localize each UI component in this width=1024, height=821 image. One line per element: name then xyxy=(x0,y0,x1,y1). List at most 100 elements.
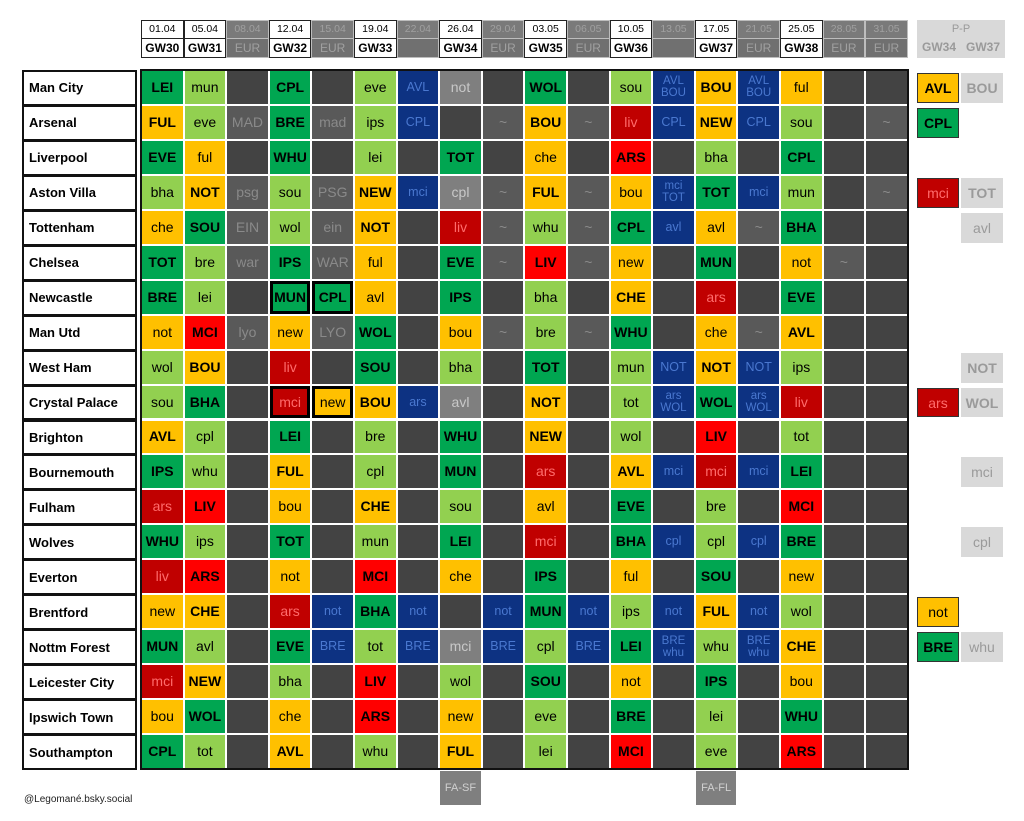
below-label: FA-FL xyxy=(695,771,737,805)
fixture-cell xyxy=(823,350,865,384)
fixture-cell xyxy=(568,71,609,104)
fixture-cell xyxy=(397,560,439,594)
fixture-cell: new xyxy=(142,595,183,629)
fixture-cell: sou xyxy=(440,490,481,524)
fixture-cell: lei xyxy=(355,140,396,174)
fixture-cell: NOT xyxy=(738,350,779,384)
fixture-cell: NOT xyxy=(695,350,737,384)
fixture-cell xyxy=(482,525,524,559)
fixture-cell xyxy=(653,490,694,524)
fixture-cell: ars xyxy=(397,385,439,419)
fixture-cell xyxy=(397,735,439,768)
fixture-cell: LEI xyxy=(440,525,481,559)
fixture-cell: WOL xyxy=(184,700,226,734)
column-header: 03.05 GW35 xyxy=(524,20,567,58)
fixture-cell xyxy=(653,735,694,768)
fixture-cell: BHA xyxy=(781,210,822,244)
fixture-cell: ein xyxy=(312,210,353,244)
fixture-cell: AVL xyxy=(781,315,822,349)
fixture-cell: ~ xyxy=(482,175,524,209)
fixture-cell: BHA xyxy=(184,385,226,419)
fixture-cell: lei xyxy=(525,735,566,768)
header-date: 22.04 xyxy=(397,21,439,38)
fixture-cell xyxy=(227,455,268,489)
fixture-cell: CHE xyxy=(610,280,652,314)
fixture-cell: CHE xyxy=(184,595,226,629)
fixture-cell: mci xyxy=(738,455,779,489)
fixture-cell: eve xyxy=(695,735,737,768)
header-date: 01.04 xyxy=(149,23,176,35)
column-header: 21.05 EUR xyxy=(737,20,780,58)
fixture-cell xyxy=(482,560,524,594)
fixture-cell: TOT xyxy=(695,175,737,209)
fixture-cell: ~ xyxy=(568,315,609,349)
fixture-cell: tot xyxy=(355,630,396,664)
fixture-cell: FUL xyxy=(440,735,481,768)
fixture-cell xyxy=(653,140,694,174)
fixture-cell xyxy=(866,420,907,454)
fixture-cell xyxy=(568,350,609,384)
fixture-cell: ~ xyxy=(568,175,609,209)
pp-cell: ars xyxy=(917,387,959,418)
fixture-cell: MUN xyxy=(525,595,566,629)
fixture-cell: ~ xyxy=(568,210,609,244)
fixture-cell: sou xyxy=(610,71,652,104)
fixture-cell: bha xyxy=(525,280,566,314)
fixture-cell xyxy=(823,210,865,244)
fixture-cell xyxy=(866,385,907,419)
fixture-cell: EVE xyxy=(781,280,822,314)
fixture-cell: ~ xyxy=(568,245,609,279)
fixture-cell: ips xyxy=(184,525,226,559)
fixture-cell xyxy=(312,71,353,104)
fixture-cell xyxy=(866,280,907,314)
fixture-cell: che xyxy=(142,210,183,244)
fixture-cell: AVL xyxy=(269,735,311,768)
fixture-cell xyxy=(482,665,524,699)
team-name: Crystal Palace xyxy=(22,384,137,421)
fixture-cell: BRE xyxy=(482,630,524,664)
team-name: Liverpool xyxy=(22,139,137,176)
fixture-cell: cpl xyxy=(440,175,481,209)
fixture-cell: FUL xyxy=(269,455,311,489)
fixture-cell: MUN xyxy=(142,630,183,664)
fixture-cell xyxy=(866,700,907,734)
fixture-cell: ~ xyxy=(482,105,524,139)
fixture-cell: NOT xyxy=(525,385,566,419)
fixture-cell: CPL xyxy=(269,71,311,104)
fixture-cell: mci xyxy=(142,665,183,699)
pp-gw-b: GW37 xyxy=(965,40,1000,54)
fixture-cell: bou xyxy=(610,175,652,209)
fixture-cell: CHE xyxy=(355,490,396,524)
fixture-cell: ~ xyxy=(738,315,779,349)
fixture-cell: liv xyxy=(440,210,481,244)
fixture-cell: mun xyxy=(781,175,822,209)
fixture-cell: avl xyxy=(653,210,694,244)
team-name: Fulham xyxy=(22,489,137,526)
fixture-cell: mun xyxy=(610,350,652,384)
fixture-cell xyxy=(227,280,268,314)
fixture-cell: EIN xyxy=(227,210,268,244)
fixture-cell: liv xyxy=(781,385,822,419)
team-name: Brighton xyxy=(22,419,137,456)
fixture-cell: ARS xyxy=(355,700,396,734)
fixture-cell: WHU xyxy=(781,700,822,734)
fixture-cell: cpl xyxy=(653,525,694,559)
fixture-cell: wol xyxy=(610,420,652,454)
fixture-cell xyxy=(738,735,779,768)
fixture-cell: cpl xyxy=(525,630,566,664)
fixture-cell: ips xyxy=(355,105,396,139)
fixture-cell: mci xyxy=(525,525,566,559)
fixture-cell: LIV xyxy=(525,245,566,279)
fixture-cell: ful xyxy=(355,245,396,279)
fixture-cell xyxy=(397,350,439,384)
fixture-cell: not xyxy=(482,595,524,629)
fixture-cell xyxy=(823,315,865,349)
fixture-cell xyxy=(397,315,439,349)
fixture-cell: EVE xyxy=(269,630,311,664)
column-header: 06.05 EUR xyxy=(567,20,610,58)
fixture-cell xyxy=(440,105,481,139)
fixture-cell: MUN xyxy=(269,280,311,314)
fixture-cell xyxy=(227,700,268,734)
fixture-cell xyxy=(397,455,439,489)
fixture-cell xyxy=(823,525,865,559)
